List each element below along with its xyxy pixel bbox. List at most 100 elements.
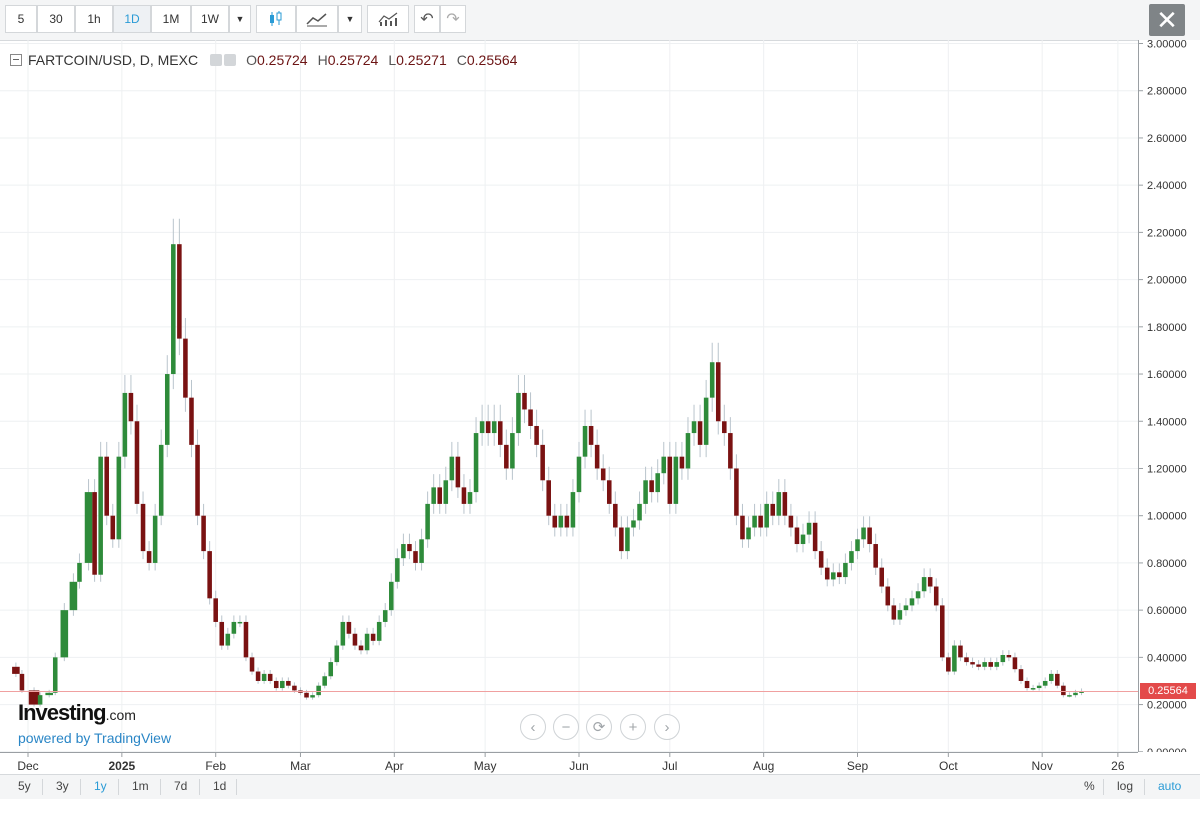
candle (267, 673, 273, 681)
hide-icon[interactable] (224, 54, 237, 66)
candle (352, 633, 358, 646)
candle (625, 527, 630, 552)
bar-chart-icon (378, 12, 398, 26)
candlestick-icon (270, 11, 282, 26)
candle (631, 520, 636, 528)
interval-1m-button[interactable]: 1M (151, 5, 191, 33)
candle (261, 673, 267, 681)
candle (364, 633, 370, 651)
percent-scale-button[interactable]: % (1084, 779, 1095, 793)
candle (1067, 695, 1072, 697)
candle (970, 662, 975, 665)
candle (861, 527, 866, 540)
interval-1w-button[interactable]: 1W (191, 5, 229, 33)
candle (431, 487, 436, 504)
candle (110, 515, 116, 540)
redo-button[interactable]: ↷ (440, 5, 466, 33)
zoom-in-button[interactable]: + (620, 714, 646, 740)
undo-button[interactable]: ↶ (414, 5, 440, 33)
low-label: L (388, 52, 397, 68)
candle (207, 551, 212, 599)
interval-5-button[interactable]: 5 (5, 5, 37, 33)
price-tick-label: 0.20000 (1147, 700, 1187, 712)
candle (189, 397, 194, 445)
candle (522, 392, 527, 410)
open-label: O (246, 52, 257, 68)
candle (370, 633, 376, 641)
price-tick-label: 2.80000 (1147, 86, 1187, 98)
time-tick-label: Oct (939, 759, 958, 773)
log-scale-button[interactable]: log (1117, 779, 1134, 793)
candle (60, 610, 69, 658)
high-label: H (317, 52, 328, 68)
range-1m-button[interactable]: 1m (132, 779, 149, 793)
reset-button[interactable]: ⟳ (586, 714, 612, 740)
interval-dropdown-button[interactable]: ▼ (229, 5, 251, 33)
price-tick-label: 1.00000 (1147, 511, 1187, 523)
candle (280, 680, 285, 689)
candle (976, 664, 981, 667)
candle (812, 522, 818, 552)
brand-name: Investing (18, 700, 107, 725)
range-7d-button[interactable]: 7d (174, 779, 188, 793)
range-1y-button[interactable]: 1y (94, 779, 107, 793)
candle (879, 567, 885, 587)
candle (243, 621, 249, 658)
line-chart-icon (306, 13, 327, 27)
price-tick-label: 0.60000 (1147, 605, 1187, 617)
time-tick-label: May (474, 759, 497, 773)
indicators-button[interactable] (296, 5, 338, 33)
candle (806, 522, 812, 535)
price-chart[interactable] (0, 40, 1138, 752)
price-tick-label: 1.40000 (1147, 416, 1187, 428)
range-5y-button[interactable]: 5y (18, 779, 31, 793)
candle (988, 662, 993, 667)
investing-logo[interactable]: Investing.com powered by TradingView (18, 700, 171, 746)
low-value: 0.25271 (396, 52, 447, 68)
candle (897, 610, 903, 620)
candle (831, 572, 836, 580)
high-value: 0.25724 (327, 52, 379, 68)
scroll-left-button[interactable]: ‹ (520, 714, 546, 740)
candle (855, 539, 860, 552)
interval-1d-button[interactable]: 1D (113, 5, 151, 33)
close-button[interactable]: ✕ (1149, 4, 1185, 36)
candle (116, 456, 122, 540)
collapse-icon[interactable] (10, 54, 22, 66)
candle (45, 692, 53, 696)
candle (340, 621, 346, 646)
candle (419, 539, 424, 563)
candle (304, 692, 309, 698)
chevron-left-icon: ‹ (530, 718, 536, 736)
candle (873, 544, 878, 568)
candle (667, 456, 673, 504)
time-axis[interactable]: Dec 2025 Feb Mar Apr May Jun Jul Aug Sep Oct Nov 26 (0, 752, 1138, 775)
candle (837, 572, 842, 578)
price-axis[interactable]: 0.00000 0.20000 0.40000 0.60000 0.80000 1.000… (1138, 40, 1200, 752)
candles-style-button[interactable] (256, 5, 296, 33)
time-tick-label: Jun (569, 759, 588, 773)
compare-button[interactable] (367, 5, 409, 33)
chevron-right-icon: › (664, 718, 670, 736)
candle (140, 503, 146, 552)
candle (782, 492, 788, 516)
interval-1h-button[interactable]: 1h (75, 5, 113, 33)
scroll-right-button[interactable]: › (654, 714, 680, 740)
indicators-dropdown-button[interactable]: ▼ (338, 5, 362, 33)
interval-30-button[interactable]: 30 (37, 5, 75, 33)
range-1d-button[interactable]: 1d (213, 779, 227, 793)
range-3y-button[interactable]: 3y (56, 779, 69, 793)
auto-scale-button[interactable]: auto (1158, 779, 1182, 793)
price-tick-label: 0.40000 (1147, 652, 1187, 664)
candle (746, 527, 751, 540)
candle (734, 468, 739, 516)
settings-icon[interactable] (210, 54, 223, 66)
candle (740, 515, 745, 540)
chevron-down-icon: ▼ (235, 14, 245, 24)
candle (249, 657, 255, 672)
zoom-out-button[interactable]: − (553, 714, 579, 740)
powered-by-link[interactable]: powered by TradingView (18, 730, 172, 746)
candle (691, 421, 697, 434)
candle (1006, 654, 1012, 658)
candle (128, 392, 134, 422)
